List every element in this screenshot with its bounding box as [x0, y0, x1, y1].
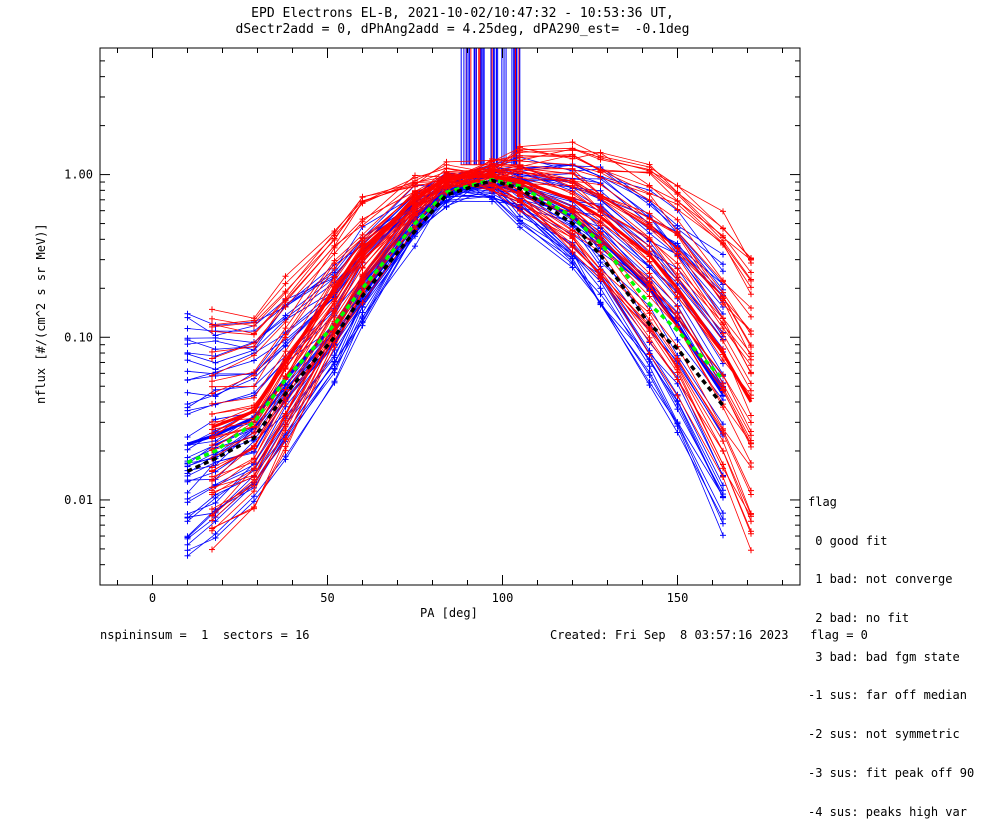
legend-item: -1 sus: far off median — [808, 688, 967, 703]
x-tick-label: 50 — [320, 591, 334, 605]
trace-line — [211, 149, 752, 510]
trace — [184, 168, 726, 408]
x-tick-label: 0 — [149, 591, 156, 605]
y-axis-label: nflux [#/(cm^2 s sr MeV)] — [34, 223, 48, 404]
x-tick-label: 150 — [667, 591, 689, 605]
x-axis-label: PA [deg] — [420, 606, 478, 620]
footer-left: nspininsum = 1 sectors = 16 — [100, 628, 310, 642]
y-tick-label: 0.01 — [64, 493, 93, 507]
legend-title: flag — [808, 494, 837, 509]
trace — [209, 151, 754, 532]
trace — [209, 151, 754, 498]
legend-item: -2 sus: not symmetric — [808, 727, 960, 742]
trace — [209, 165, 754, 532]
trace — [184, 184, 726, 554]
legend-item: -4 sus: peaks high var — [808, 804, 967, 819]
flag-legend: flag 0 good fit 1 bad: not converge 2 ba… — [808, 470, 974, 831]
trace-line — [187, 177, 724, 337]
footer-right: Created: Fri Sep 8 03:57:16 2023 flag = … — [550, 628, 868, 642]
y-tick-label: 1.00 — [64, 168, 93, 182]
plot-frame — [99, 47, 801, 586]
trace — [209, 145, 754, 524]
trace-line — [187, 174, 724, 401]
legend-item: 2 bad: no fit — [808, 610, 910, 625]
trace-line — [187, 188, 724, 519]
trace-line — [211, 179, 752, 491]
trace-line — [187, 174, 724, 546]
trace-line — [211, 147, 752, 493]
fit-line — [186, 177, 725, 465]
legend-item: 0 good fit — [808, 533, 888, 548]
legend-item: -3 sus: fit peak off 90 — [808, 765, 975, 780]
trace-line — [187, 180, 724, 557]
legend-item: 1 bad: not converge — [808, 572, 953, 587]
axes: 0 50 100 150 0.01 0.10 1.00 — [64, 47, 800, 605]
trace-line — [211, 172, 752, 434]
y-tick-label: 0.10 — [64, 330, 93, 344]
trace — [209, 161, 754, 534]
fit-line — [186, 178, 725, 473]
data-layer — [184, 48, 754, 559]
trace-line — [187, 187, 724, 551]
trace — [209, 162, 754, 449]
legend-item: 3 bad: bad fgm state — [808, 649, 960, 664]
chart-subtitle: dSectr2add = 0, dPhAng2add = 4.25deg, dP… — [235, 22, 690, 37]
series-1-median — [211, 174, 753, 429]
chart-title: EPD Electrons EL-B, 2021-10-02/10:47:32 … — [251, 6, 674, 21]
trace-line — [187, 171, 724, 405]
chart-plot: 0 50 100 150 0.01 0.10 1.00 — [64, 47, 801, 605]
trace — [184, 189, 726, 494]
trace-line — [211, 181, 752, 551]
trace — [209, 178, 754, 554]
trace — [184, 171, 726, 548]
x-tick-label: 100 — [492, 591, 514, 605]
